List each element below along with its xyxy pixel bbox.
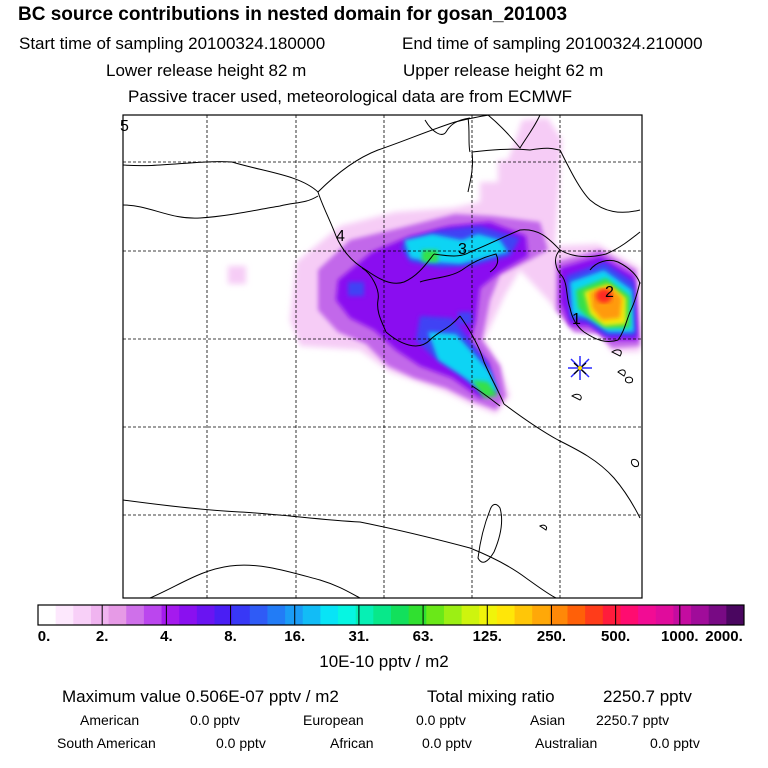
- colorbar-swatch: [426, 605, 445, 625]
- colorbar-label: 31.: [348, 628, 370, 645]
- colorbar-swatch: [232, 605, 251, 625]
- colorbar-swatch: [532, 605, 551, 625]
- colorbar-swatch: [302, 605, 321, 625]
- upper-release-height-label: Upper release height 62 m: [403, 61, 604, 80]
- region-asian-name: Asian: [530, 712, 566, 728]
- colorbar-swatch: [196, 605, 215, 625]
- source-label-2: 2: [605, 284, 614, 301]
- colorbar-swatch: [620, 605, 639, 625]
- colorbar-swatch: [214, 605, 233, 625]
- region-european-name: European: [303, 712, 364, 728]
- colorbar-swatch: [708, 605, 727, 625]
- colorbar-swatch: [55, 605, 74, 625]
- colorbar-label: 125.: [472, 628, 502, 645]
- colorbar-label: 500.: [601, 628, 631, 645]
- colorbar-swatch: [179, 605, 198, 625]
- colorbar-label: 4.: [160, 628, 173, 645]
- source-labels: 1 2 3 4 5: [120, 118, 614, 328]
- colorbar-swatch: [585, 605, 604, 625]
- colorbar: [37, 604, 745, 626]
- colorbar-swatch: [567, 605, 586, 625]
- region-european-value: 0.0 pptv: [416, 712, 466, 728]
- colorbar-swatch: [143, 605, 162, 625]
- colorbar-swatch: [408, 605, 427, 625]
- region-south-american-value: 0.0 pptv: [216, 735, 266, 751]
- colorbar-label: 2.: [95, 628, 109, 645]
- colorbar-label: 1000.: [661, 628, 699, 645]
- lat-lon-grid: [123, 115, 642, 598]
- map-frame: [122, 114, 643, 599]
- colorbar-label: 63.: [412, 628, 434, 645]
- colorbar-swatch: [373, 605, 392, 625]
- region-american-name: American: [80, 712, 140, 728]
- plume-red-core: [596, 289, 612, 303]
- plume-field: [228, 118, 640, 414]
- colorbar-swatch: [73, 605, 92, 625]
- colorbar-label: 16.: [284, 628, 306, 645]
- colorbar-swatch: [691, 605, 710, 625]
- end-time-label: End time of sampling 20100324.210000: [402, 34, 703, 53]
- colorbar-swatch: [391, 605, 410, 625]
- region-australian-value: 0.0 pptv: [650, 735, 700, 751]
- region-south-american-name: South American: [57, 735, 156, 751]
- colorbar-label: 2000.: [705, 628, 743, 645]
- receptor-star-icon: [568, 356, 592, 380]
- colorbar-swatch: [655, 605, 674, 625]
- colorbar-frame: [37, 604, 745, 626]
- colorbar-swatch: [126, 605, 145, 625]
- total-mixing-ratio-label: Total mixing ratio: [427, 687, 555, 706]
- colorbar-swatch: [267, 605, 286, 625]
- region-african-name: African: [330, 735, 374, 751]
- figure-title: BC source contributions in nested domain…: [18, 4, 568, 25]
- colorbar-swatch: [338, 605, 357, 625]
- colorbar-label: 250.: [536, 628, 567, 645]
- start-time-label: Start time of sampling 20100324.180000: [19, 34, 326, 53]
- colorbar-swatch: [496, 605, 515, 625]
- source-label-1: 1: [572, 311, 581, 328]
- colorbar-swatch: [320, 605, 339, 625]
- colorbar-swatch: [443, 605, 462, 625]
- colorbar-swatch: [726, 605, 745, 625]
- colorbar-swatch: [249, 605, 268, 625]
- colorbar-swatch: [108, 605, 127, 625]
- colorbar-swatch: [602, 605, 621, 625]
- colorbar-swatch: [90, 605, 109, 625]
- region-american-value: 0.0 pptv: [190, 712, 240, 728]
- region-australian-name: Australian: [535, 735, 598, 751]
- colorbar-swatch: [638, 605, 657, 625]
- region-african-value: 0.0 pptv: [422, 735, 472, 751]
- colorbar-swatch: [479, 605, 498, 625]
- total-mixing-ratio-value: 2250.7 pptv: [603, 687, 692, 706]
- source-label-3: 3: [458, 241, 467, 258]
- source-contribution-map: 1 2 3 4 5: [37, 114, 745, 626]
- colorbar-swatch: [461, 605, 480, 625]
- region-asian-value: 2250.7 pptv: [596, 712, 670, 728]
- lower-release-height-label: Lower release height 82 m: [106, 61, 307, 80]
- colorbar-label: 0.: [37, 628, 51, 645]
- source-label-4: 4: [336, 228, 345, 245]
- colorbar-swatch: [38, 605, 57, 625]
- maximum-value-label: Maximum value 0.506E-07 pptv / m2: [62, 687, 339, 706]
- colorbar-swatch: [161, 605, 180, 625]
- source-label-5: 5: [120, 118, 129, 135]
- tracer-note: Passive tracer used, meteorological data…: [128, 87, 573, 106]
- colorbar-swatch: [514, 605, 533, 625]
- colorbar-swatch: [355, 605, 374, 625]
- colorbar-swatch: [673, 605, 692, 625]
- colorbar-units: 10E-10 pptv / m2: [319, 652, 449, 671]
- colorbar-swatch: [549, 605, 568, 625]
- colorbar-label: 8.: [224, 628, 237, 645]
- colorbar-swatch: [285, 605, 304, 625]
